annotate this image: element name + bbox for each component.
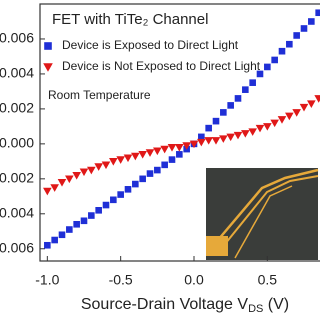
point <box>139 175 146 183</box>
point <box>286 40 293 48</box>
point <box>138 151 147 159</box>
point <box>43 187 52 196</box>
x-axis-label: Source-Drain Voltage VDS (V) <box>81 296 289 315</box>
point <box>263 123 272 131</box>
point <box>116 156 125 164</box>
point <box>197 138 206 147</box>
point <box>57 179 67 187</box>
point <box>300 25 308 32</box>
point <box>117 191 124 198</box>
point <box>95 206 102 214</box>
point <box>145 149 155 157</box>
point <box>219 135 228 143</box>
point <box>123 154 133 163</box>
y-tick-label: -0.002 <box>0 170 34 186</box>
point <box>109 158 118 166</box>
y-tick-label: 0.004 <box>0 65 34 81</box>
x-label-main: Source-Drain Voltage V <box>81 296 249 313</box>
point <box>205 124 212 132</box>
point <box>44 241 51 249</box>
point <box>88 212 95 219</box>
point <box>307 100 316 108</box>
point <box>308 18 315 25</box>
point <box>234 95 242 102</box>
y-tick-label: -0.006 <box>0 239 34 255</box>
y-tick-label: 0.000 <box>0 135 34 151</box>
point <box>80 217 88 225</box>
point <box>79 168 89 177</box>
x-tick-label: -1.0 <box>35 272 59 288</box>
point <box>124 186 132 193</box>
point <box>87 166 96 175</box>
point <box>110 196 117 204</box>
point <box>131 152 140 161</box>
point <box>271 56 278 64</box>
point <box>176 151 183 158</box>
x-label-sub: DS <box>248 303 263 315</box>
point <box>277 116 287 124</box>
point <box>256 70 264 78</box>
point <box>292 109 301 117</box>
x-tick-label: 0.0 <box>184 272 204 288</box>
x-label-unit: (V) <box>263 296 289 313</box>
y-tick-label: 0.002 <box>0 100 34 116</box>
point <box>175 144 184 152</box>
point <box>167 144 177 152</box>
point <box>220 109 227 116</box>
point <box>94 163 103 171</box>
x-tick-label: -0.5 <box>109 272 133 288</box>
point <box>154 166 161 174</box>
point <box>58 231 66 239</box>
point <box>233 131 243 140</box>
inset-photo <box>206 168 319 260</box>
point <box>189 140 199 149</box>
plot-frame <box>39 3 320 262</box>
point <box>153 147 162 156</box>
point <box>161 161 168 169</box>
point <box>249 79 256 86</box>
point <box>66 226 73 233</box>
point <box>146 170 154 177</box>
annotation: Room Temperature <box>48 88 151 102</box>
point <box>132 180 139 188</box>
point <box>198 133 205 141</box>
legend-label: Device is Not Exposed to Direct Light <box>62 59 261 73</box>
chart-title: FET with TiTe₂ Channel <box>52 11 208 28</box>
point <box>65 175 74 184</box>
point <box>299 103 309 112</box>
y-tick-label: 0.006 <box>0 30 34 46</box>
point <box>242 86 249 93</box>
y-tick-label: -0.004 <box>0 204 34 220</box>
point <box>204 137 213 145</box>
point <box>285 112 294 121</box>
point <box>278 47 286 55</box>
point <box>226 133 235 142</box>
point <box>160 145 169 154</box>
point <box>102 201 110 209</box>
point <box>212 117 220 125</box>
point <box>50 184 59 192</box>
point <box>293 32 300 39</box>
point <box>241 130 250 138</box>
legend-label: Device is Exposed to Direct Light <box>62 38 239 52</box>
point <box>51 236 58 244</box>
point <box>101 161 111 170</box>
point <box>211 137 221 145</box>
point <box>73 220 80 228</box>
legend-marker <box>43 63 53 72</box>
point <box>72 172 81 180</box>
x-tick-label: 0.5 <box>258 272 278 288</box>
legend-marker <box>44 42 52 50</box>
point <box>270 119 279 128</box>
point <box>227 102 234 109</box>
point <box>248 128 257 136</box>
point <box>168 156 176 163</box>
point <box>182 142 191 150</box>
point <box>314 95 320 103</box>
point <box>315 9 320 17</box>
point <box>264 63 271 71</box>
point <box>255 124 265 133</box>
